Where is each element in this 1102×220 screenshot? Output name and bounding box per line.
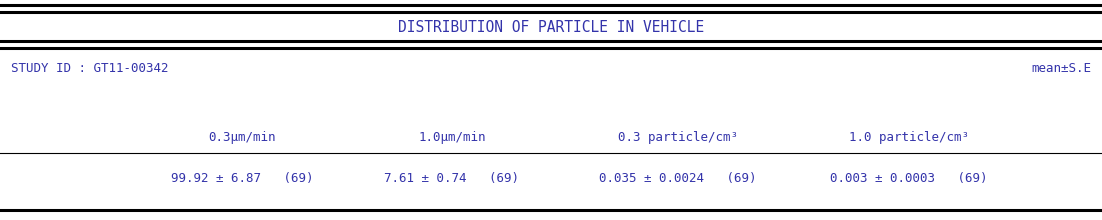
Text: STUDY ID : GT11-00342: STUDY ID : GT11-00342 xyxy=(11,62,169,75)
Text: 1.0μm/min: 1.0μm/min xyxy=(418,132,486,145)
Text: 99.92 ± 6.87   (69): 99.92 ± 6.87 (69) xyxy=(171,172,314,185)
Text: 1.0 particle/cm³: 1.0 particle/cm³ xyxy=(850,132,969,145)
Text: mean±S.E: mean±S.E xyxy=(1031,62,1091,75)
Text: 0.035 ± 0.0024   (69): 0.035 ± 0.0024 (69) xyxy=(599,172,756,185)
Text: 0.3μm/min: 0.3μm/min xyxy=(208,132,277,145)
Text: 0.003 ± 0.0003   (69): 0.003 ± 0.0003 (69) xyxy=(831,172,987,185)
Text: 7.61 ± 0.74   (69): 7.61 ± 0.74 (69) xyxy=(385,172,519,185)
Text: 0.3 particle/cm³: 0.3 particle/cm³ xyxy=(618,132,737,145)
Text: DISTRIBUTION OF PARTICLE IN VEHICLE: DISTRIBUTION OF PARTICLE IN VEHICLE xyxy=(398,20,704,35)
